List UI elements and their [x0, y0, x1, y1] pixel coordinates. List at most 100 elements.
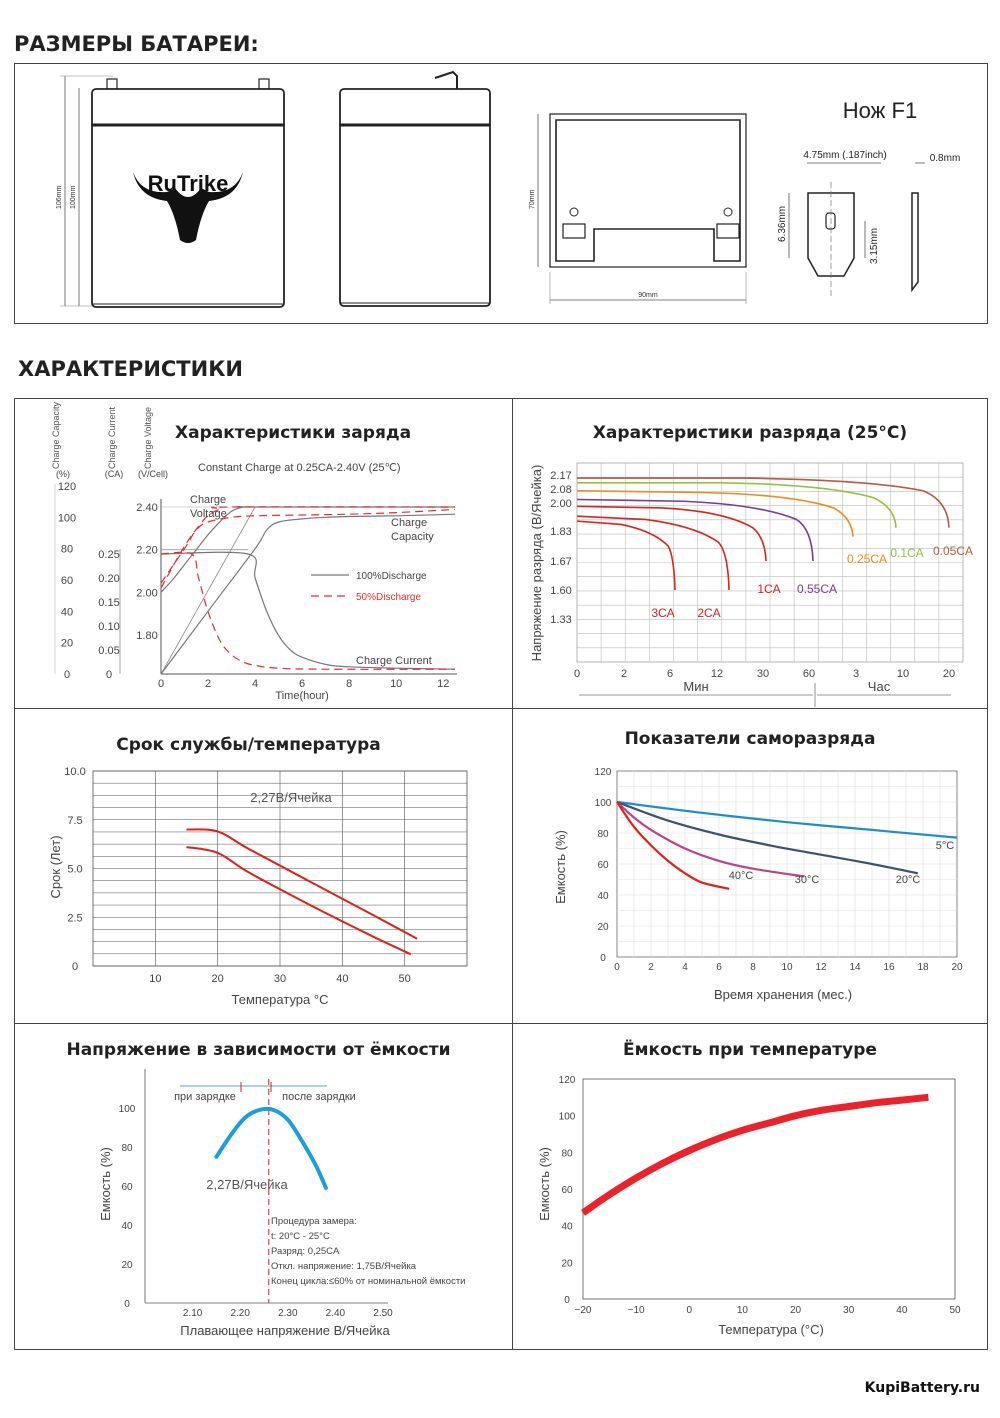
y-tick-label: 1.60 [550, 585, 571, 597]
selfdischarge-curve-label: 20°C [896, 874, 921, 886]
x-tick-label: 2.20 [230, 1308, 250, 1319]
life-annotation: 2,27В/Ячейка [250, 790, 332, 805]
voltage-tick-label: 2.00 [136, 587, 157, 599]
chart-subtitle: Constant Charge at 0.25CA-2.40V (25℃) [198, 462, 401, 474]
selfdischarge-chart: 120 100 80 60 40 20 00 2 4 6 8 10 12 14 16 18 20 Время хр… [553, 767, 963, 1002]
x-tick-label: 20 [951, 962, 963, 973]
site-footer: KupiBattery.ru [864, 1380, 980, 1396]
battery-bottom-view: 70mm 90mm [529, 113, 747, 304]
battery-drawings: 106mm 100mm RuTrike 70mm [56, 70, 960, 308]
charge-chart: Charge Capacity(%)Charge Current(CA)Char… [51, 401, 457, 702]
dimensions-heading: РАЗМЕРЫ БАТАРЕИ: [14, 32, 259, 56]
y-tick-label: 1.33 [550, 614, 571, 626]
x-tick-label: 6 [716, 962, 722, 973]
width-side-label: 70mm [529, 189, 536, 209]
measurement-note: Конец цикла:≤60% от номинальной ёмкости [271, 1276, 465, 1287]
x-tick-label: 6 [667, 668, 673, 680]
discharge-curve-label: 0.25CA [847, 552, 887, 566]
y-tick-label: 40 [561, 1222, 573, 1233]
charge-chart-cell: Характеристики заряда Charge Capacity (%)… [15, 399, 512, 708]
y-tick-label: 80 [597, 829, 609, 840]
x-tick-label: 8 [346, 678, 352, 690]
x-tick-label: 4 [682, 962, 688, 973]
y-tick-label: 100 [559, 1112, 576, 1123]
series-line-3 [160, 551, 456, 670]
annotation-charge-capacity: Charge [391, 517, 427, 529]
x-tick-label: 10 [781, 962, 793, 973]
x-tick-label: 2.30 [278, 1308, 298, 1319]
discharge-curve-label: 2CA [697, 606, 720, 620]
dimensions-panel: 106mm 100mm RuTrike 70mm [14, 63, 988, 324]
y-axis-label: Емкость (%) [553, 830, 568, 904]
current-tick-label: 0.10 [98, 621, 119, 633]
y-axis-label: Срок (Лет) [48, 835, 63, 898]
y-tick-label: 2.5 [67, 912, 82, 924]
terminal-drawing: Нож F1 4.75mm (.187inch) 0.8mm 6.36mm 3.… [777, 98, 960, 298]
discharge-curve-label: 0.55CA [797, 582, 837, 596]
annotation-charge-current: Charge Current [356, 655, 432, 667]
annotation-charge-voltage: Voltage [190, 508, 227, 520]
x-tick-label: −10 [628, 1305, 645, 1316]
life-curve-upper [186, 828, 418, 940]
x-tick-label: 6 [299, 678, 305, 690]
arrow-label-after: после зарядки [282, 1091, 356, 1103]
group-label-hour: Час [868, 679, 891, 694]
x-tick-label: 30 [757, 668, 769, 680]
y-tick-label: 2.08 [550, 484, 571, 496]
x-tick-label: 0 [614, 962, 620, 973]
y-tick-label: 20 [597, 922, 609, 933]
x-tick-label: 2 [621, 668, 627, 680]
discharge-curve-0.25CA [576, 489, 854, 537]
capacity-curve [214, 1106, 328, 1190]
terminal-width-label: 4.75mm (.187inch) [803, 150, 886, 161]
x-tick-label: 16 [883, 962, 895, 973]
discharge-chart-title: Характеристики разряда (25°C) [592, 423, 908, 443]
selfdischarge-chart-title: Показатели саморазряда [624, 729, 876, 749]
y-tick-label: 100 [119, 1104, 136, 1115]
discharge-curve-label: 0.05CA [933, 544, 973, 558]
height-total-label: 106mm [56, 185, 63, 209]
x-tick-label: 50 [399, 973, 411, 985]
y-tick-label: 2.17 [550, 470, 571, 482]
annotation-charge-voltage: Charge [190, 494, 226, 506]
capacity-temperature-chart: 120 100 80 60 40 20 0 −20 −10 0 10 20 30 40 50 Температ… [537, 1075, 961, 1337]
x-tick-label: 18 [917, 962, 929, 973]
selfdischarge-curve [616, 801, 805, 878]
y-tick-label: 120 [595, 767, 612, 778]
x-tick-label: 2.50 [373, 1308, 393, 1319]
selfdischarge-curve-label: 40°C [729, 870, 754, 882]
y-tick-label: 100 [595, 798, 612, 809]
y-tick-label: 40 [121, 1221, 133, 1232]
capacity-tick-label: 0 [64, 669, 70, 681]
x-tick-label: 2 [648, 962, 654, 973]
charge-chart-title: Характеристики заряда [175, 423, 412, 443]
x-tick-label: 10 [390, 678, 402, 690]
x-tick-label: 2 [205, 678, 211, 690]
battery-side-view [339, 70, 491, 307]
x-axis-label: Время хранения (мес.) [714, 987, 852, 1002]
x-tick-label: 10 [897, 668, 909, 680]
measurement-note: Откл. напряжение: 1,75В/Ячейка [271, 1261, 417, 1272]
y-tick-label: 7.5 [67, 815, 82, 827]
axis-header-label: Charge Capacity [51, 401, 61, 469]
y-tick-label: 1.67 [550, 556, 571, 568]
discharge-curve-2CA [576, 515, 730, 591]
x-axis-label: Time(hour) [275, 690, 328, 702]
discharge-curve-label: 0.1CA [890, 546, 923, 560]
y-tick-label: 40 [597, 891, 609, 902]
voltage-tick-label: 1.80 [136, 630, 157, 642]
x-tick-label: 0 [574, 668, 580, 680]
x-tick-label: 2.10 [183, 1308, 203, 1319]
measurement-note: Разряд: 0,25CA [271, 1246, 340, 1257]
life-chart: 10.0 7.5 5.0 2.5 0 10 20 30 40 50 Температура °C Ср… [48, 766, 468, 1007]
axis-unit-label: (CA) [105, 469, 124, 479]
selfdischarge-chart-cell: Показатели саморазряда 120 100 80 60 40 20 0 0 2… [513, 709, 987, 1023]
axis-unit-label: (V/Cell) [138, 469, 168, 479]
y-axis-label: Напряжение разряда (В/Ячейка) [529, 465, 544, 662]
y-tick-label: 1.83 [550, 526, 571, 538]
discharge-chart-cell: Характеристики разряда (25°C) 2.17 2.08 2.… [513, 399, 987, 708]
discharge-curve-label: 1CA [757, 582, 780, 596]
x-tick-label: 30 [843, 1305, 855, 1316]
discharge-curve-0.05CA [577, 477, 950, 528]
voltage-capacity-chart: 100 80 60 40 20 0 2.10 2.20 2.30 2.40 2.50 Плавающе… [98, 1069, 465, 1338]
